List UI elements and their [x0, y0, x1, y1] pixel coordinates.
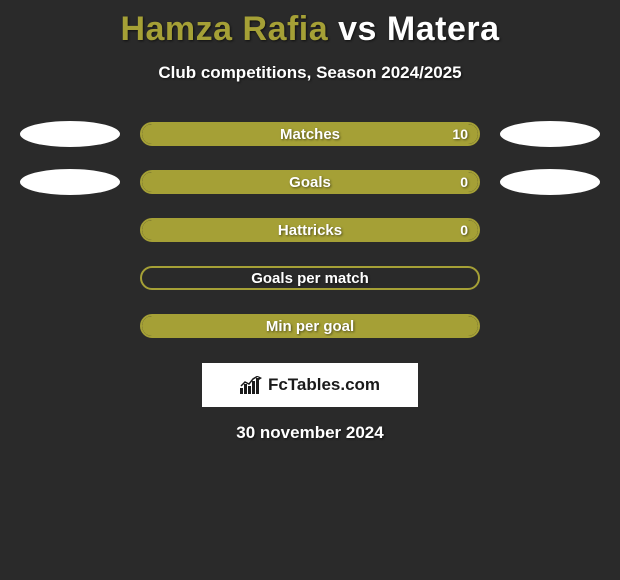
bar-value: 0 [460, 222, 468, 238]
left-oval [20, 313, 120, 339]
comparison-card: Hamza Rafia vs Matera Club competitions,… [0, 0, 620, 443]
bar-label: Hattricks [278, 222, 342, 239]
stat-row: Goals 0 [0, 169, 620, 195]
stat-bar: Goals per match [140, 266, 480, 290]
title: Hamza Rafia vs Matera [120, 10, 499, 49]
stat-row: Matches 10 [0, 121, 620, 147]
bar-value: 0 [460, 174, 468, 190]
stat-row: Hattricks 0 [0, 217, 620, 243]
logo-text: FcTables.com [268, 375, 380, 395]
right-oval [500, 169, 600, 195]
left-oval [20, 217, 120, 243]
stats-block: Matches 10 Goals 0 Hattricks 0 Goals per match… [0, 121, 620, 339]
bar-label: Goals per match [251, 270, 369, 287]
stat-bar: Matches 10 [140, 122, 480, 146]
title-vs: vs [338, 10, 377, 48]
bar-label: Min per goal [266, 318, 354, 335]
date: 30 november 2024 [236, 423, 383, 443]
stat-bar: Goals 0 [140, 170, 480, 194]
stat-bar: Hattricks 0 [140, 218, 480, 242]
right-oval [500, 217, 600, 243]
subtitle: Club competitions, Season 2024/2025 [158, 63, 461, 83]
bar-label: Matches [280, 126, 340, 143]
left-oval [20, 121, 120, 147]
player2-name: Matera [387, 10, 500, 48]
left-oval [20, 265, 120, 291]
fctables-icon [240, 376, 262, 394]
stat-row: Goals per match [0, 265, 620, 291]
right-oval [500, 313, 600, 339]
stat-bar: Min per goal [140, 314, 480, 338]
stat-row: Min per goal [0, 313, 620, 339]
logo-box: FcTables.com [202, 363, 418, 407]
left-oval [20, 169, 120, 195]
player1-name: Hamza Rafia [120, 10, 328, 48]
right-oval [500, 121, 600, 147]
bar-label: Goals [289, 174, 331, 191]
right-oval [500, 265, 600, 291]
bar-value: 10 [452, 126, 468, 142]
